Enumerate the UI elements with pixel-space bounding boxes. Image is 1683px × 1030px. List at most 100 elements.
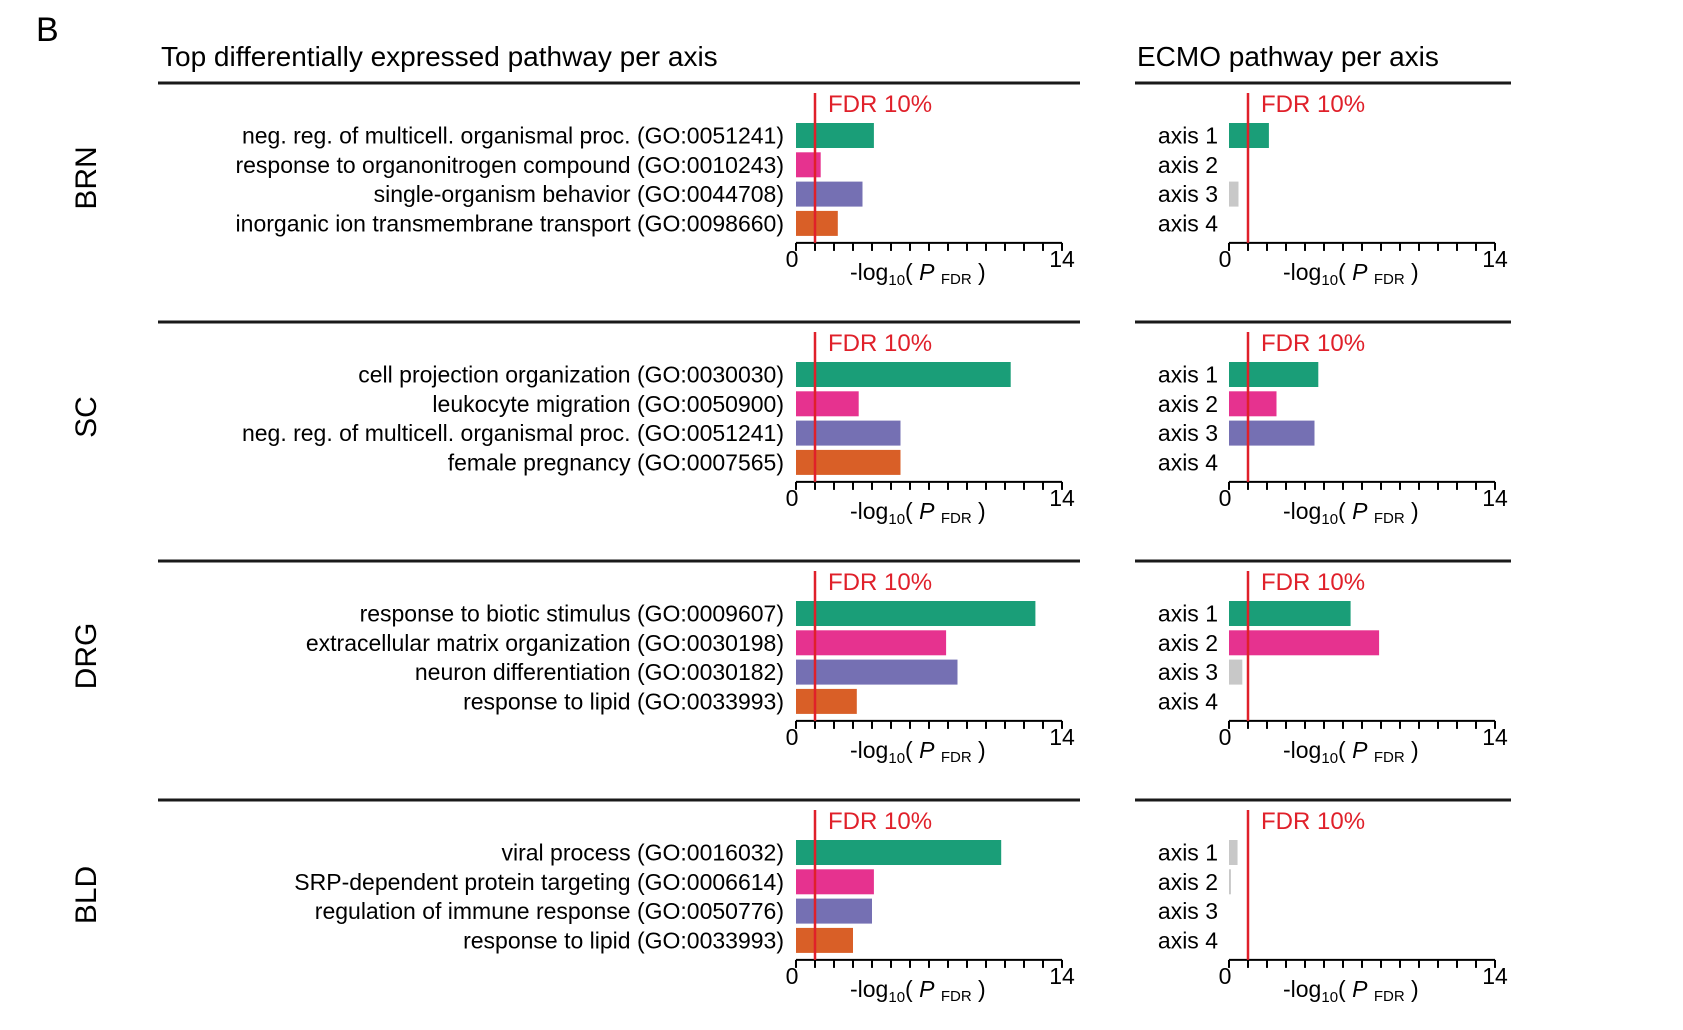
x-axis-label: -log10( P FDR ) (1283, 976, 1419, 1006)
x-axis-label: -log10( P FDR ) (1283, 259, 1419, 289)
category-label: axis 2 (1158, 391, 1218, 417)
x-axis-label: -log10( P FDR ) (1283, 737, 1419, 767)
fdr-threshold-label: FDR 10% (828, 569, 932, 596)
x-tick-label: 14 (1049, 246, 1075, 272)
fdr-threshold-label: FDR 10% (1261, 330, 1365, 357)
category-label: neuron differentiation (GO:0030182) (415, 659, 784, 685)
x-tick-label: 14 (1049, 724, 1075, 750)
bar (796, 630, 947, 656)
x-axis-label: -log10( P FDR ) (850, 259, 986, 289)
bar (1229, 869, 1231, 895)
category-label: axis 4 (1158, 210, 1218, 236)
bar (796, 869, 874, 895)
fdr-threshold-label: FDR 10% (828, 330, 932, 357)
bar (796, 210, 838, 236)
chart-drg-ecmo: axis 1 axis 2 axis 3 axis 40 14 -log10( P FDR… (1135, 559, 1511, 767)
category-label: axis 1 (1158, 123, 1218, 149)
chart-bld-ecmo: axis 1 axis 2 axis 3 axis 40 14 -log10( P FDR… (1135, 798, 1511, 1006)
x-axis-label: -log10( P FDR ) (850, 498, 986, 528)
bar (796, 420, 901, 446)
category-label: axis 2 (1158, 869, 1218, 895)
category-label: axis 3 (1158, 420, 1218, 446)
group-label-drg: DRG (70, 623, 103, 690)
x-tick-label: 0 (786, 485, 799, 511)
fdr-threshold-label: FDR 10% (1261, 91, 1365, 118)
bar (1229, 840, 1238, 865)
x-tick-label: 0 (786, 246, 799, 272)
x-tick-label: 0 (786, 724, 799, 750)
x-tick-label: 0 (1219, 963, 1232, 989)
bar (796, 123, 874, 148)
category-label: response to lipid (GO:0033993) (463, 688, 784, 714)
category-label: axis 4 (1158, 927, 1218, 953)
bar (796, 688, 857, 714)
category-label: axis 1 (1158, 840, 1218, 866)
x-tick-label: 0 (786, 963, 799, 989)
bar (796, 898, 872, 924)
category-label: response to organonitrogen compound (GO:… (235, 152, 784, 178)
fdr-threshold-label: FDR 10% (828, 91, 932, 118)
category-label: viral process (GO:0016032) (501, 840, 784, 866)
x-tick-label: 0 (1219, 724, 1232, 750)
category-label: neg. reg. of multicell. organismal proc.… (242, 420, 784, 446)
bar (796, 601, 1036, 626)
category-label: axis 2 (1158, 152, 1218, 178)
category-label: leukocyte migration (GO:0050900) (432, 391, 784, 417)
panels: BRN SC DRG BLD neg. reg. of multicell. organ… (70, 81, 1511, 1006)
x-tick-label: 0 (1219, 485, 1232, 511)
category-label: regulation of immune response (GO:005077… (315, 898, 784, 924)
bar (796, 391, 859, 417)
bar (796, 181, 863, 207)
category-label: neg. reg. of multicell. organismal proc.… (242, 123, 784, 149)
category-label: female pregnancy (GO:0007565) (448, 449, 784, 475)
panel-label: B (36, 11, 59, 49)
bar (1229, 601, 1351, 626)
group-label-brn: BRN (70, 146, 103, 209)
bar (1229, 391, 1277, 417)
fdr-threshold-label: FDR 10% (1261, 808, 1365, 835)
right-column-header: ECMO pathway per axis (1137, 41, 1439, 72)
category-label: extracellular matrix organization (GO:00… (306, 630, 784, 656)
category-label: axis 1 (1158, 362, 1218, 388)
x-tick-label: 14 (1482, 246, 1508, 272)
bar (796, 659, 958, 685)
category-label: axis 4 (1158, 449, 1218, 475)
bar (1229, 181, 1239, 207)
bar (796, 840, 1002, 865)
category-label: single-organism behavior (GO:0044708) (374, 181, 784, 207)
x-axis-label: -log10( P FDR ) (850, 976, 986, 1006)
x-tick-label: 14 (1049, 485, 1075, 511)
bar (796, 152, 821, 178)
category-label: axis 4 (1158, 688, 1218, 714)
x-tick-label: 14 (1049, 963, 1075, 989)
category-label: axis 1 (1158, 601, 1218, 627)
category-label: axis 3 (1158, 898, 1218, 924)
bar (1229, 630, 1380, 656)
x-tick-label: 14 (1482, 485, 1508, 511)
bar (1229, 420, 1315, 446)
bar (796, 362, 1011, 387)
chart-brn-top: neg. reg. of multicell. organismal proc.… (158, 81, 1080, 289)
fdr-threshold-label: FDR 10% (828, 808, 932, 835)
bar (1229, 659, 1243, 685)
category-label: response to lipid (GO:0033993) (463, 927, 784, 953)
x-tick-label: 14 (1482, 963, 1508, 989)
category-label: response to biotic stimulus (GO:0009607) (360, 601, 784, 627)
category-label: axis 3 (1158, 181, 1218, 207)
x-axis-label: -log10( P FDR ) (850, 737, 986, 767)
bar (1229, 362, 1319, 387)
category-label: inorganic ion transmembrane transport (G… (236, 210, 784, 236)
fdr-threshold-label: FDR 10% (1261, 569, 1365, 596)
category-label: axis 3 (1158, 659, 1218, 685)
group-label-bld: BLD (70, 866, 103, 924)
x-tick-label: 0 (1219, 246, 1232, 272)
chart-sc-top: cell projection organization (GO:0030030… (158, 320, 1080, 528)
x-tick-label: 14 (1482, 724, 1508, 750)
group-label-sc: SC (70, 396, 103, 438)
category-label: axis 2 (1158, 630, 1218, 656)
left-column-header: Top differentially expressed pathway per… (161, 41, 718, 72)
bar (796, 449, 901, 475)
category-label: SRP-dependent protein targeting (GO:0006… (294, 869, 784, 895)
chart-sc-ecmo: axis 1 axis 2 axis 3 axis 40 14 -log10( P FDR… (1135, 320, 1511, 528)
